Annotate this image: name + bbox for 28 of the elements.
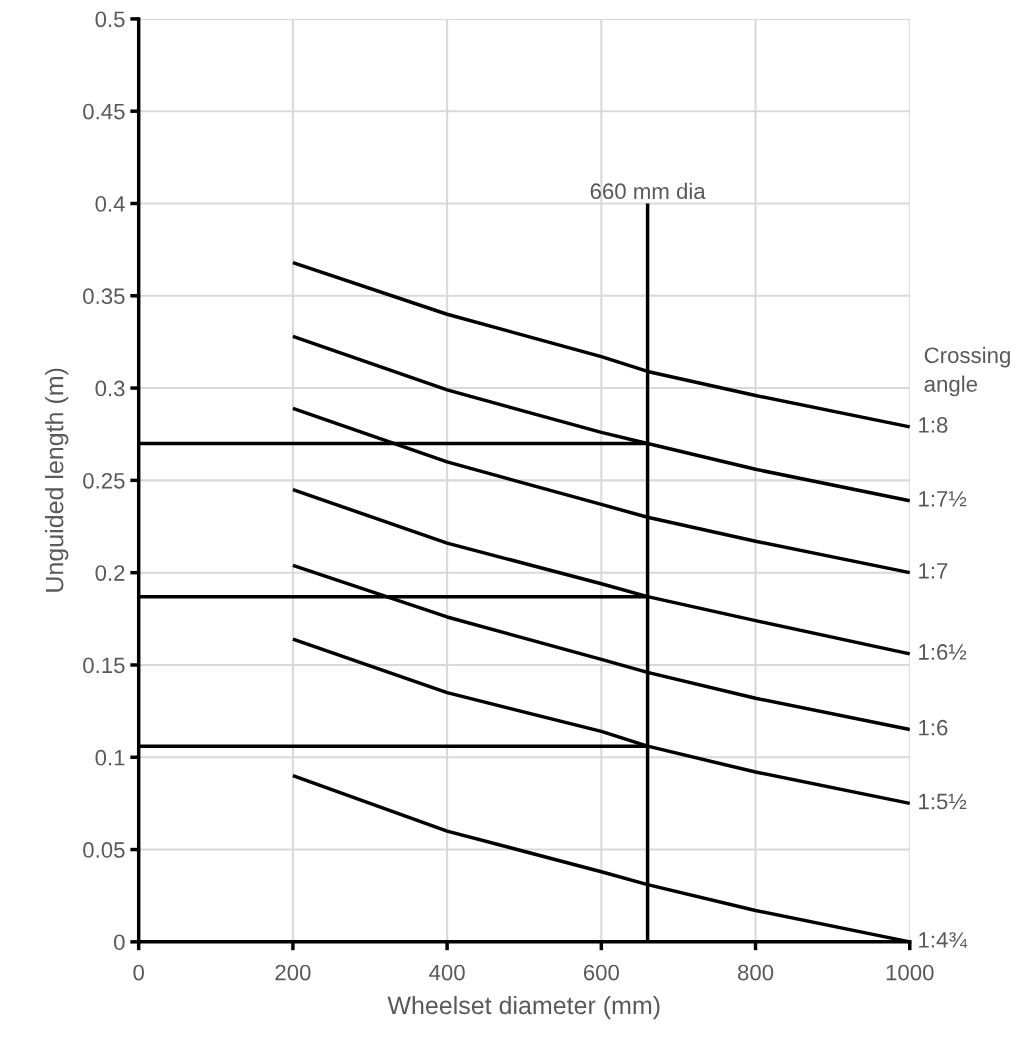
y-tick-label: 0.35 [83, 288, 125, 305]
y-tick-label: 0.05 [83, 842, 125, 858]
y-tick-label: 0.25 [83, 472, 125, 489]
y-tick-label: 0.5 [95, 11, 125, 28]
y-tick-label: 0.4 [95, 196, 125, 212]
y-tick-label: 0.15 [83, 657, 125, 674]
x-tick-label: 400 [429, 964, 465, 981]
series-label: 1:8 [919, 417, 948, 433]
annotation: 660 mm dia [590, 182, 706, 200]
y-tick-label: 0.1 [95, 749, 125, 766]
y-axis-title: Unguided length (m) [45, 368, 69, 592]
y-tick-label: 0.2 [95, 565, 125, 581]
series-label: 1:5½ [919, 793, 967, 810]
series-label: 1:7½ [919, 491, 967, 507]
x-tick-label: 200 [275, 964, 311, 981]
legend-label: 1:4¾ [919, 932, 968, 948]
y-tick-label: 0 [114, 934, 125, 951]
y-tick-label: 0.45 [83, 103, 125, 120]
text: Crossing angle [924, 346, 1010, 397]
x-tick-label: 1000 [886, 964, 934, 981]
series-label: 1:6 [919, 719, 948, 736]
series-label: 1:6½ [919, 644, 967, 660]
x-axis-title: Wheelset diameter (mm) [387, 995, 660, 1020]
x-tick-label: 800 [737, 964, 774, 981]
series-label: 1:7 [919, 563, 948, 579]
x-tick-label: 0 [133, 964, 144, 981]
y-tick-label: 0.3 [95, 380, 125, 397]
x-tick-label: 600 [583, 964, 620, 981]
